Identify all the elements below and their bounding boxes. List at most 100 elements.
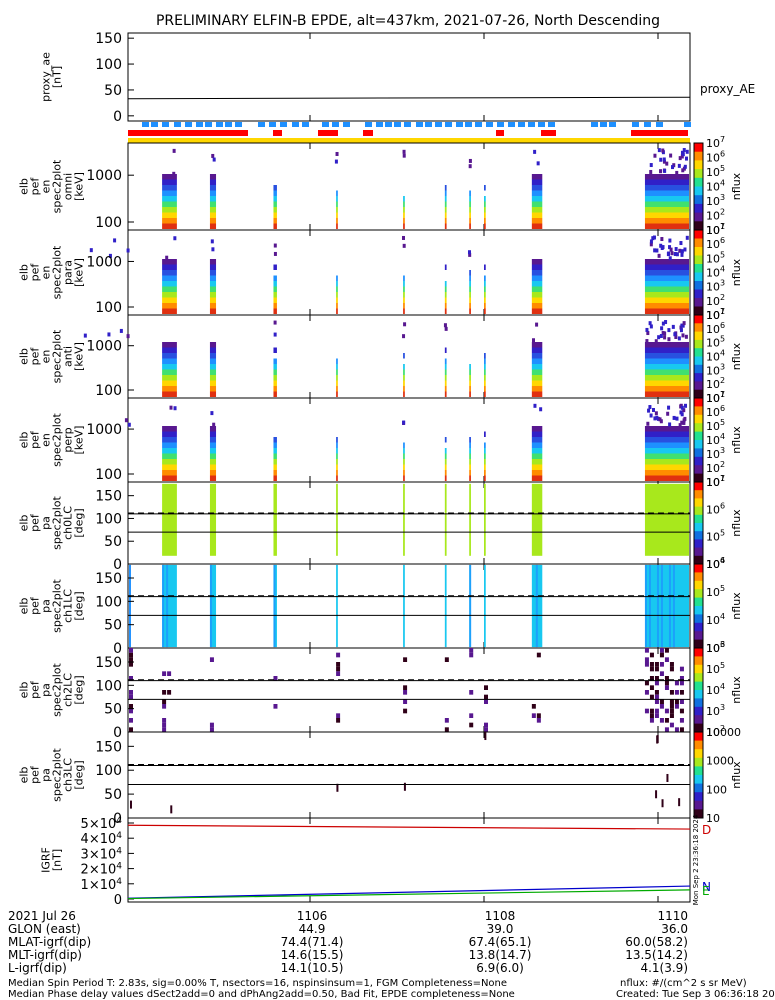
ylabel-pa0-3: spec2plot [51, 496, 64, 550]
spectro-cell-en1 [659, 243, 663, 248]
ytick-label-pa1-100: 100 [95, 594, 122, 610]
pa-cell-pa2 [484, 699, 488, 704]
ytick-label-igrf-1: 1×104 [81, 877, 123, 893]
ytick-exp: 4 [116, 816, 122, 826]
spectro-cell-en2 [403, 353, 405, 359]
colorbar-tick-en0-3: 104 [706, 179, 725, 194]
status-bar-blue [465, 122, 472, 127]
pa-cell-pa3 [484, 732, 487, 741]
spectro-cell-en3 [273, 453, 277, 459]
pa-cell-pa1 [336, 564, 338, 648]
series-line-igrf-E [127, 889, 691, 900]
ylabel-igrf-0: IGRF [40, 847, 53, 873]
spectro-cell-en2 [336, 369, 338, 375]
spectro-cell-en2 [671, 324, 675, 329]
pa-cell-pa0 [444, 483, 447, 556]
spectro-cell-en0 [484, 218, 486, 224]
spectro-cell-en3 [644, 464, 689, 470]
pa-cell-pa2 [444, 727, 449, 732]
spectro-cell-en1 [444, 297, 447, 303]
ylabel-pa2-3: spec2plot [51, 663, 64, 717]
panel-frame-proxy_ae [127, 32, 691, 122]
colorbar-tick-exp: 4 [720, 612, 725, 621]
spectro-cell-en2 [484, 358, 486, 364]
ytick-label-pa1-0: 0 [113, 641, 122, 657]
spectro-cell-en2 [273, 391, 277, 397]
spectro-cell-en3 [469, 459, 471, 465]
pa-cell-pa2 [484, 727, 488, 732]
spectro-cell-en0 [273, 185, 277, 191]
pa-cell-pa1 [672, 564, 675, 648]
spectro-cell-en3 [336, 464, 338, 470]
colorbar-en2 [694, 339, 703, 349]
spectro-cell-en3 [403, 464, 405, 470]
spectro-cell-en1 [484, 292, 486, 298]
pa-cell-pa2 [162, 690, 167, 695]
colorbar-pa0 [694, 498, 703, 508]
spectro-cell-en2 [444, 364, 447, 370]
spectro-cell-en3 [675, 416, 679, 421]
spectro-cell-en3 [444, 475, 447, 481]
pa-cell-pa2 [129, 662, 133, 667]
spectro-cell-en0 [531, 207, 543, 213]
spectro-cell-en3 [212, 422, 216, 427]
spectro-cell-en1 [484, 275, 486, 281]
spectro-cell-en3 [162, 431, 177, 437]
colorbar-tick-pa3-1: 100 [706, 783, 727, 796]
spectro-cell-en2 [209, 358, 217, 364]
pa-cell-pa2 [209, 657, 214, 662]
colorbar-pa0 [694, 514, 703, 524]
spectro-cell-en1 [273, 286, 277, 292]
spectro-cell-en3 [273, 464, 277, 470]
colorbar-tick-en0-2: 103 [706, 193, 725, 208]
colorbar-pa3 [694, 792, 703, 802]
spectro-cell-en3 [469, 464, 471, 470]
spectro-cell-en3 [162, 464, 177, 470]
spectro-cell-en1 [336, 303, 338, 309]
pa-cell-pa1 [444, 564, 447, 648]
spectro-cell-en3 [403, 448, 405, 454]
spectro-cell-en0 [484, 185, 486, 191]
spectro-cell-en2 [531, 353, 543, 359]
pa-cell-pa2 [536, 713, 541, 718]
spectro-cell-en3 [644, 470, 689, 476]
spectro-cell-en1 [403, 286, 405, 292]
colorbar-tick-exp: 4 [720, 179, 725, 188]
spectro-cell-en2 [336, 380, 338, 386]
spectro-cell-en1 [644, 308, 689, 314]
spectro-cell-en0 [162, 201, 177, 207]
pa-cell-pa2 [531, 704, 536, 709]
spectro-cell-en3 [127, 422, 131, 427]
spectro-cell-en2 [403, 375, 405, 381]
spectro-cell-en0 [531, 201, 543, 207]
footer-row-3-v1: 13.8(14.7) [468, 948, 532, 962]
status-bar-blue [497, 122, 504, 127]
spectro-cell-en2 [644, 347, 689, 353]
pa-cell-pa2 [273, 704, 278, 709]
pa-cell-pa1 [484, 564, 486, 648]
pa-cell-pa2 [129, 704, 133, 709]
colorbar-tick-pa2-1: 103 [706, 703, 725, 718]
colorbar-pa3 [694, 757, 703, 767]
colorbar-tick-pa0-2: 106 [706, 501, 725, 516]
pa-cell-pa2 [664, 708, 669, 714]
spectro-cell-en0 [644, 190, 689, 196]
spectro-cell-en2 [649, 324, 653, 329]
spectro-cell-en2 [162, 358, 177, 364]
spectro-cell-en2 [273, 386, 277, 392]
spectro-cell-en0 [659, 157, 663, 162]
ylabel-en3-1: pef [29, 430, 42, 449]
pa-cell-pa2 [679, 727, 684, 732]
colorbar-label-en1: nflux [730, 258, 743, 286]
ytick-label-pa1-150: 150 [95, 571, 122, 587]
spectro-cell-en2 [403, 322, 407, 327]
pa-cell-pa1 [129, 564, 131, 648]
colorbar-tick-en3-2: 103 [706, 446, 725, 461]
spectro-cell-en3 [162, 437, 177, 443]
pa-cell-pa2 [444, 657, 449, 662]
spectro-cell-en1 [649, 242, 653, 247]
spectro-cell-en0 [162, 207, 177, 213]
spectro-cell-en3 [469, 475, 471, 481]
spectro-cell-en2 [209, 375, 217, 381]
spectro-cell-en2 [469, 380, 471, 386]
